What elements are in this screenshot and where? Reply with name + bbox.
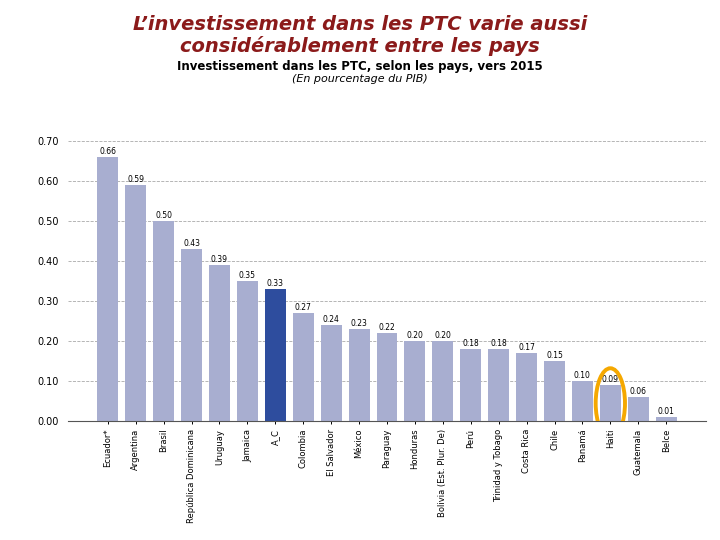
- Bar: [377, 333, 397, 421]
- Text: 0.22: 0.22: [379, 323, 395, 332]
- Bar: [544, 361, 565, 421]
- Text: considérablement entre les pays: considérablement entre les pays: [180, 36, 540, 56]
- Bar: [153, 221, 174, 421]
- Text: L’investissement dans les PTC varie aussi: L’investissement dans les PTC varie auss…: [133, 15, 587, 34]
- Text: 0.24: 0.24: [323, 315, 340, 324]
- Bar: [209, 265, 230, 421]
- Bar: [488, 349, 509, 421]
- Text: Investissement dans les PTC, selon les pays, vers 2015: Investissement dans les PTC, selon les p…: [177, 60, 543, 73]
- Text: Source: Cecchini et Atuesta (2017) sur la base de CEPALC, Base de données des pr: Source: Cecchini et Atuesta (2017) sur l…: [1, 512, 719, 519]
- Bar: [628, 397, 649, 421]
- Bar: [433, 341, 454, 421]
- Text: 0.50: 0.50: [156, 211, 172, 220]
- Bar: [656, 417, 677, 421]
- Text: 0.23: 0.23: [351, 319, 367, 328]
- Text: 0.10: 0.10: [574, 371, 591, 380]
- Text: (En pourcentage du PIB): (En pourcentage du PIB): [292, 75, 428, 84]
- Bar: [265, 289, 286, 421]
- Bar: [97, 158, 118, 421]
- Bar: [405, 341, 426, 421]
- Bar: [125, 185, 146, 421]
- Bar: [600, 385, 621, 421]
- Text: 0.27: 0.27: [294, 303, 312, 312]
- Text: 0.59: 0.59: [127, 176, 144, 184]
- Bar: [320, 325, 341, 421]
- Text: 0.18: 0.18: [462, 339, 479, 348]
- Bar: [293, 313, 314, 421]
- Bar: [181, 249, 202, 421]
- Bar: [348, 329, 369, 421]
- Text: 0.15: 0.15: [546, 351, 563, 360]
- Text: 0.43: 0.43: [183, 239, 200, 248]
- Text: 0.17: 0.17: [518, 343, 535, 352]
- Bar: [572, 381, 593, 421]
- Text: 0.20: 0.20: [434, 331, 451, 340]
- Text: 0.39: 0.39: [211, 255, 228, 264]
- Text: 0.09: 0.09: [602, 375, 618, 384]
- Text: 0.33: 0.33: [267, 279, 284, 288]
- Bar: [460, 349, 481, 421]
- Text: 0.66: 0.66: [99, 147, 117, 156]
- Text: 0.20: 0.20: [407, 331, 423, 340]
- Text: 0.18: 0.18: [490, 339, 507, 348]
- Text: 0.01: 0.01: [658, 407, 675, 416]
- Text: 0.06: 0.06: [630, 387, 647, 396]
- Bar: [237, 281, 258, 421]
- Text: 0.35: 0.35: [239, 271, 256, 280]
- Bar: [516, 353, 537, 421]
